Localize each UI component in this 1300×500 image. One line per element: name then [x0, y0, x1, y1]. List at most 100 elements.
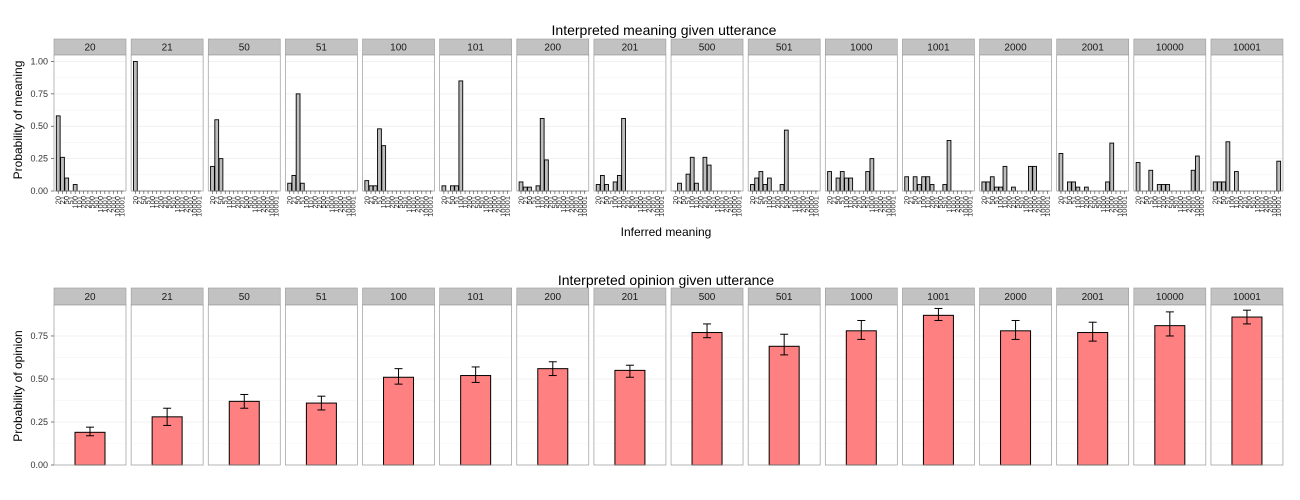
top-chart-x-tick-label: 100	[611, 196, 620, 209]
top-chart-x-tick-label: 51	[606, 196, 615, 204]
top-chart-bar	[299, 182, 305, 192]
top-chart-x-tick-label: 50	[216, 196, 225, 204]
top-chart-x-tick-label: 10001	[1043, 196, 1052, 217]
top-chart-x-tick-label: 201	[83, 196, 92, 209]
top-chart-x-tick-label: 100	[148, 196, 157, 209]
top-chart-x-tick-label: 10001	[657, 196, 666, 217]
top-chart-x-tick-label: 21	[1061, 196, 1070, 204]
top-chart-bar	[1276, 160, 1282, 192]
bottom-chart-facet-strip-label: 20	[84, 292, 96, 303]
top-chart-x-tick-label: 1000	[867, 196, 876, 213]
top-chart-bar	[985, 181, 991, 192]
top-chart-x-tick-label: 50	[1219, 196, 1228, 204]
top-chart-x-tick-label: 1000	[945, 196, 954, 213]
top-chart-x-tick-label: 100	[379, 196, 388, 209]
top-chart-x-tick-label: 2001	[1034, 196, 1043, 213]
top-chart-x-tick-label: 10001	[734, 196, 743, 217]
top-chart-x-tick-label: 2000	[1107, 196, 1116, 213]
top-chart-x-tick-label: 2000	[722, 196, 731, 213]
top-chart-x-tick-label: 500	[705, 196, 714, 209]
top-chart-x-tick-label: 200	[1082, 196, 1091, 209]
top-chart-bar	[754, 177, 759, 192]
top-chart-x-tick-label: 51	[298, 196, 307, 204]
top-chart-x-tick-label: 50	[834, 196, 843, 204]
top-chart-x-tick-label: 10001	[503, 196, 512, 217]
top-chart-bar	[210, 165, 215, 192]
top-chart-x-tick-label: 10000	[190, 196, 199, 217]
top-chart-x-tick-label: 2001	[880, 196, 889, 213]
top-chart-bar	[1105, 181, 1110, 192]
top-chart-x-tick-label: 2000	[567, 196, 576, 213]
top-chart-panel-background	[362, 55, 435, 191]
top-chart-x-tick-label: 2000	[413, 196, 422, 213]
top-chart-x-tick-label: 10001	[426, 196, 435, 217]
top-chart-x-tick-label: 2001	[803, 196, 812, 213]
top-chart-x-tick-label: 500	[396, 196, 405, 209]
top-chart-x-tick-label: 2000	[876, 196, 885, 213]
top-chart-x-tick-label: 1001	[100, 196, 109, 213]
top-chart-bar	[377, 128, 382, 192]
top-chart-x-tick-label: 501	[709, 196, 718, 209]
top-chart-panels: 0.000.250.500.751.0020202150511001012002…	[30, 38, 1284, 217]
bottom-chart-bar	[228, 400, 260, 466]
bottom-chart-bar	[1077, 332, 1109, 466]
top-chart-bar	[989, 176, 995, 192]
top-chart-x-tick-label: 201	[161, 196, 170, 209]
top-chart-x-tick-label: 501	[169, 196, 178, 209]
top-chart-bar	[758, 171, 764, 192]
top-chart-x-tick-label: 101	[1000, 196, 1009, 209]
top-chart-bar	[1135, 162, 1141, 192]
top-chart-x-tick-label: 2001	[957, 196, 966, 213]
top-chart-x-tick-label: 201	[855, 196, 864, 209]
top-chart-x-tick-label: 1000	[1253, 196, 1262, 213]
top-chart-x-tick-label: 1001	[409, 196, 418, 213]
top-chart-x-tick-label: 500	[782, 196, 791, 209]
top-chart-x-tick-label: 10001	[194, 196, 203, 217]
top-chart-bar	[694, 182, 699, 192]
top-chart-x-tick-label: 200	[773, 196, 782, 209]
top-chart-bar	[133, 61, 138, 192]
top-chart-x-tick-label: 1000	[327, 196, 336, 213]
top-chart-panel-background	[902, 55, 975, 191]
top-chart-x-tick-label: 501	[1017, 196, 1026, 209]
top-chart-x-tick-label: 20	[594, 196, 603, 204]
top-chart-bar	[612, 181, 618, 192]
top-chart-x-tick-label: 51	[838, 196, 847, 204]
top-chart-x-tick-label: 10001	[1197, 196, 1206, 217]
top-chart-x-tick-label: 100	[765, 196, 774, 209]
top-chart-bar	[848, 177, 854, 192]
top-chart-x-tick-label: 51	[452, 196, 461, 204]
top-chart-x-tick-label: 50	[1065, 196, 1074, 204]
top-chart-bar	[1011, 186, 1016, 192]
top-chart-bar	[291, 175, 297, 192]
top-chart-bar	[839, 171, 845, 192]
top-chart-y-tick-label: 0.75	[30, 89, 48, 99]
top-chart-x-tick-label: 20	[902, 196, 911, 204]
top-chart-x-tick-label: 1000	[482, 196, 491, 213]
bottom-chart-bar	[922, 314, 954, 466]
top-chart-x-tick-label: 1001	[486, 196, 495, 213]
top-chart-bar	[604, 184, 609, 192]
top-chart-panel-border	[1056, 54, 1130, 192]
top-chart-bar	[1234, 171, 1239, 192]
top-chart-bar	[60, 156, 65, 192]
top-chart-bar	[827, 171, 832, 192]
top-chart-bar	[539, 118, 545, 192]
top-chart-x-tick-label: 2000	[1262, 196, 1271, 213]
top-chart-bar	[702, 156, 708, 192]
top-chart-bar	[706, 164, 712, 192]
top-chart-x-tick-label: 501	[786, 196, 795, 209]
top-chart-x-tick-label: 501	[1249, 196, 1258, 209]
top-chart-x-tick-label: 201	[469, 196, 478, 209]
top-chart-x-tick-label: 101	[383, 196, 392, 209]
top-chart-x-tick-label: 20	[54, 196, 63, 204]
top-chart-x-tick-label: 50	[1142, 196, 1151, 204]
top-chart-panel-border	[979, 54, 1052, 192]
bottom-chart-bar	[1000, 330, 1032, 466]
top-chart-x-tick-label: 2001	[417, 196, 426, 213]
top-chart-bar	[441, 185, 447, 192]
top-chart-x-tick-label: 50	[525, 196, 534, 204]
top-chart-x-tick-label: 51	[1069, 196, 1078, 204]
top-chart-x-tick-label: 2001	[263, 196, 272, 213]
top-chart-x-tick-label: 2001	[726, 196, 735, 213]
